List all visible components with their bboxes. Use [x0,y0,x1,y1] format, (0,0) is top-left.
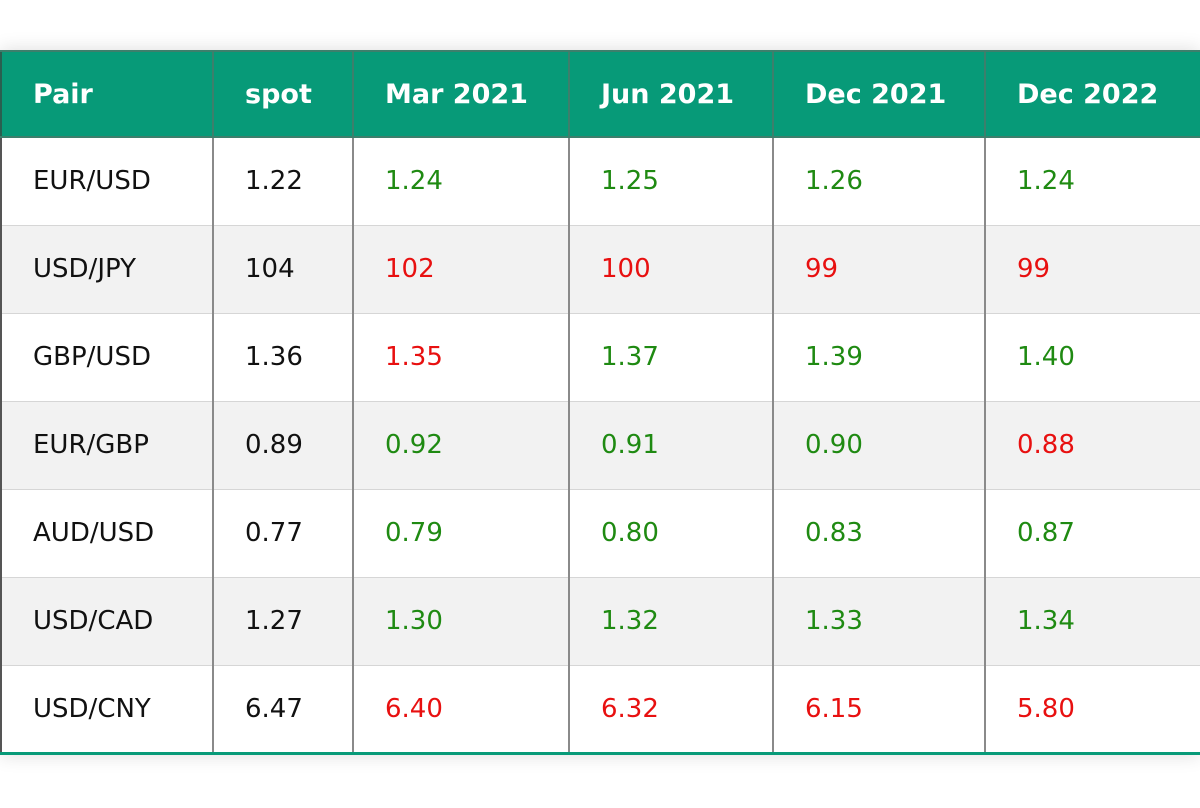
column-header-spot: spot [212,50,353,138]
table-row: USD/CNY 6.47 6.40 6.32 6.15 5.80 [0,665,1200,754]
forecast-cell: 6.40 [352,665,569,754]
spot-cell: 1.22 [212,137,353,226]
forecast-cell: 0.80 [568,489,773,578]
forecast-cell: 1.33 [772,577,985,666]
forecast-cell: 1.35 [352,313,569,402]
forecast-cell: 1.40 [984,313,1200,402]
forecast-cell: 99 [984,225,1200,314]
column-header-jun-2021: Jun 2021 [568,50,773,138]
table-row: EUR/GBP 0.89 0.92 0.91 0.90 0.88 [0,401,1200,490]
table-row: USD/CAD 1.27 1.30 1.32 1.33 1.34 [0,577,1200,666]
spot-cell: 6.47 [212,665,353,754]
forecast-cell: 99 [772,225,985,314]
forecast-cell: 1.39 [772,313,985,402]
forecast-cell: 6.15 [772,665,985,754]
pair-cell: USD/CAD [0,577,213,666]
pair-cell: USD/JPY [0,225,213,314]
forecast-cell: 6.32 [568,665,773,754]
fx-forecast-table: Pair spot Mar 2021 Jun 2021 Dec 2021 Dec… [0,50,1200,755]
forecast-cell: 0.90 [772,401,985,490]
forecast-cell: 102 [352,225,569,314]
fx-forecast-table-container: Pair spot Mar 2021 Jun 2021 Dec 2021 Dec… [0,50,1200,755]
forecast-cell: 1.26 [772,137,985,226]
forecast-cell: 0.83 [772,489,985,578]
forecast-cell: 1.24 [984,137,1200,226]
forecast-cell: 100 [568,225,773,314]
column-header-dec-2021: Dec 2021 [772,50,985,138]
table-body: EUR/USD 1.22 1.24 1.25 1.26 1.24 USD/JPY 104 102… [0,137,1200,754]
table-row: USD/JPY 104 102 100 99 99 [0,225,1200,314]
forecast-cell: 1.34 [984,577,1200,666]
forecast-cell: 1.37 [568,313,773,402]
forecast-cell: 1.25 [568,137,773,226]
forecast-cell: 0.91 [568,401,773,490]
forecast-cell: 1.24 [352,137,569,226]
table-row: AUD/USD 0.77 0.79 0.80 0.83 0.87 [0,489,1200,578]
spot-cell: 104 [212,225,353,314]
pair-cell: USD/CNY [0,665,213,754]
forecast-cell: 0.87 [984,489,1200,578]
spot-cell: 1.36 [212,313,353,402]
forecast-cell: 0.88 [984,401,1200,490]
pair-cell: AUD/USD [0,489,213,578]
forecast-cell: 1.32 [568,577,773,666]
pair-cell: GBP/USD [0,313,213,402]
spot-cell: 0.89 [212,401,353,490]
table-row: EUR/USD 1.22 1.24 1.25 1.26 1.24 [0,137,1200,226]
table-header: Pair spot Mar 2021 Jun 2021 Dec 2021 Dec… [0,50,1200,138]
column-header-mar-2021: Mar 2021 [352,50,569,138]
forecast-cell: 1.30 [352,577,569,666]
header-row: Pair spot Mar 2021 Jun 2021 Dec 2021 Dec… [0,50,1200,138]
column-header-pair: Pair [0,50,213,138]
spot-cell: 0.77 [212,489,353,578]
forecast-cell: 5.80 [984,665,1200,754]
column-header-dec-2022: Dec 2022 [984,50,1200,138]
table-row: GBP/USD 1.36 1.35 1.37 1.39 1.40 [0,313,1200,402]
spot-cell: 1.27 [212,577,353,666]
pair-cell: EUR/GBP [0,401,213,490]
forecast-cell: 0.92 [352,401,569,490]
pair-cell: EUR/USD [0,137,213,226]
forecast-cell: 0.79 [352,489,569,578]
